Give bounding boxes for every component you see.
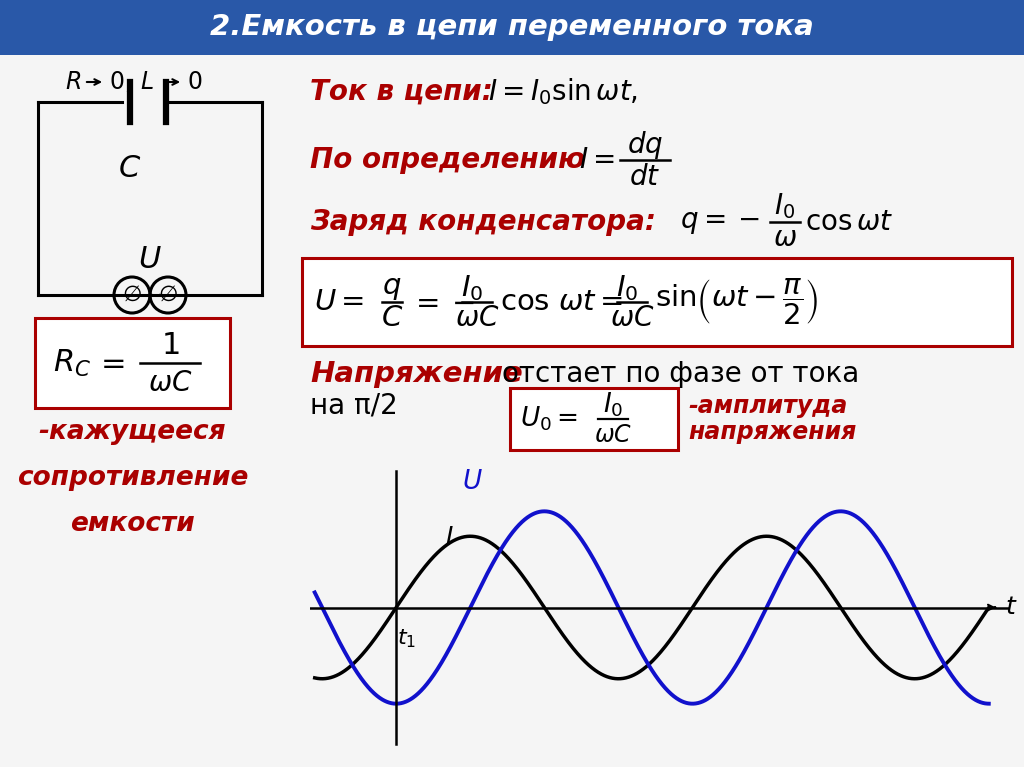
Text: $dq$: $dq$: [627, 129, 664, 161]
Text: емкости: емкости: [70, 511, 195, 537]
Text: $dt$: $dt$: [630, 163, 660, 191]
Text: $\sim$: $\sim$: [138, 285, 162, 305]
Text: $U$: $U$: [462, 469, 483, 495]
Text: 2.Емкость в цепи переменного тока: 2.Емкость в цепи переменного тока: [210, 13, 814, 41]
Text: Напряжение: Напряжение: [310, 360, 522, 388]
Text: Ток в цепи:: Ток в цепи:: [310, 78, 493, 106]
FancyBboxPatch shape: [510, 388, 678, 450]
Text: $I_0$: $I_0$: [774, 191, 796, 221]
Text: $1$: $1$: [161, 331, 179, 360]
Text: $\omega C$: $\omega C$: [609, 304, 654, 332]
Text: $R$: $R$: [65, 70, 81, 94]
Text: $U_0 =$: $U_0 =$: [520, 405, 579, 433]
Text: $\omega$: $\omega$: [773, 224, 797, 252]
Text: отстает по фазе от тока: отстает по фазе от тока: [502, 360, 859, 388]
Text: $= -$: $= -$: [410, 288, 475, 316]
Text: $I =$: $I =$: [579, 146, 615, 174]
Text: напряжения: напряжения: [688, 420, 856, 444]
Text: $I = I_0 \sin \omega t,$: $I = I_0 \sin \omega t,$: [488, 77, 638, 107]
Text: $R_C$: $R_C$: [53, 347, 91, 379]
Text: $q = -$: $q = -$: [680, 208, 760, 236]
Text: $=$: $=$: [95, 348, 125, 377]
Text: на π/2: на π/2: [310, 392, 397, 420]
Text: Заряд конденсатора:: Заряд конденсатора:: [310, 208, 656, 236]
Text: $\cos\,\omega t =$: $\cos\,\omega t =$: [500, 288, 624, 316]
Text: $C$: $C$: [381, 304, 403, 332]
Text: $\omega C$: $\omega C$: [455, 304, 500, 332]
Text: $0,$: $0,$: [109, 70, 131, 94]
FancyBboxPatch shape: [35, 318, 230, 408]
Text: $q$: $q$: [382, 274, 401, 302]
Text: $\emptyset$: $\emptyset$: [122, 285, 142, 305]
Text: $I_0$: $I_0$: [603, 390, 624, 420]
Text: $\emptyset$: $\emptyset$: [158, 285, 178, 305]
Text: $I_0$: $I_0$: [461, 273, 483, 303]
Text: По определению: По определению: [310, 146, 585, 174]
Text: $\sin\!\left(\omega t - \dfrac{\pi}{2}\right)$: $\sin\!\left(\omega t - \dfrac{\pi}{2}\r…: [655, 277, 818, 327]
Text: $t_1$: $t_1$: [397, 627, 416, 650]
Text: -кажущееся: -кажущееся: [39, 419, 226, 445]
FancyBboxPatch shape: [302, 258, 1012, 346]
Text: $C$: $C$: [119, 154, 141, 183]
Text: $0$: $0$: [187, 70, 203, 94]
Text: $\omega C$: $\omega C$: [147, 369, 193, 397]
Text: $t$: $t$: [1006, 595, 1018, 620]
Text: $\cos\omega t$: $\cos\omega t$: [805, 208, 893, 236]
Text: $L$: $L$: [140, 70, 154, 94]
Text: -амплитуда: -амплитуда: [688, 394, 848, 418]
Text: сопротивление: сопротивление: [16, 465, 248, 491]
Text: $I$: $I$: [444, 525, 454, 549]
Text: $I_0$: $I_0$: [615, 273, 638, 303]
Text: $U =$: $U =$: [314, 288, 365, 316]
Text: $U$: $U$: [138, 245, 162, 275]
FancyBboxPatch shape: [0, 0, 1024, 55]
Text: $\omega C$: $\omega C$: [594, 423, 632, 447]
